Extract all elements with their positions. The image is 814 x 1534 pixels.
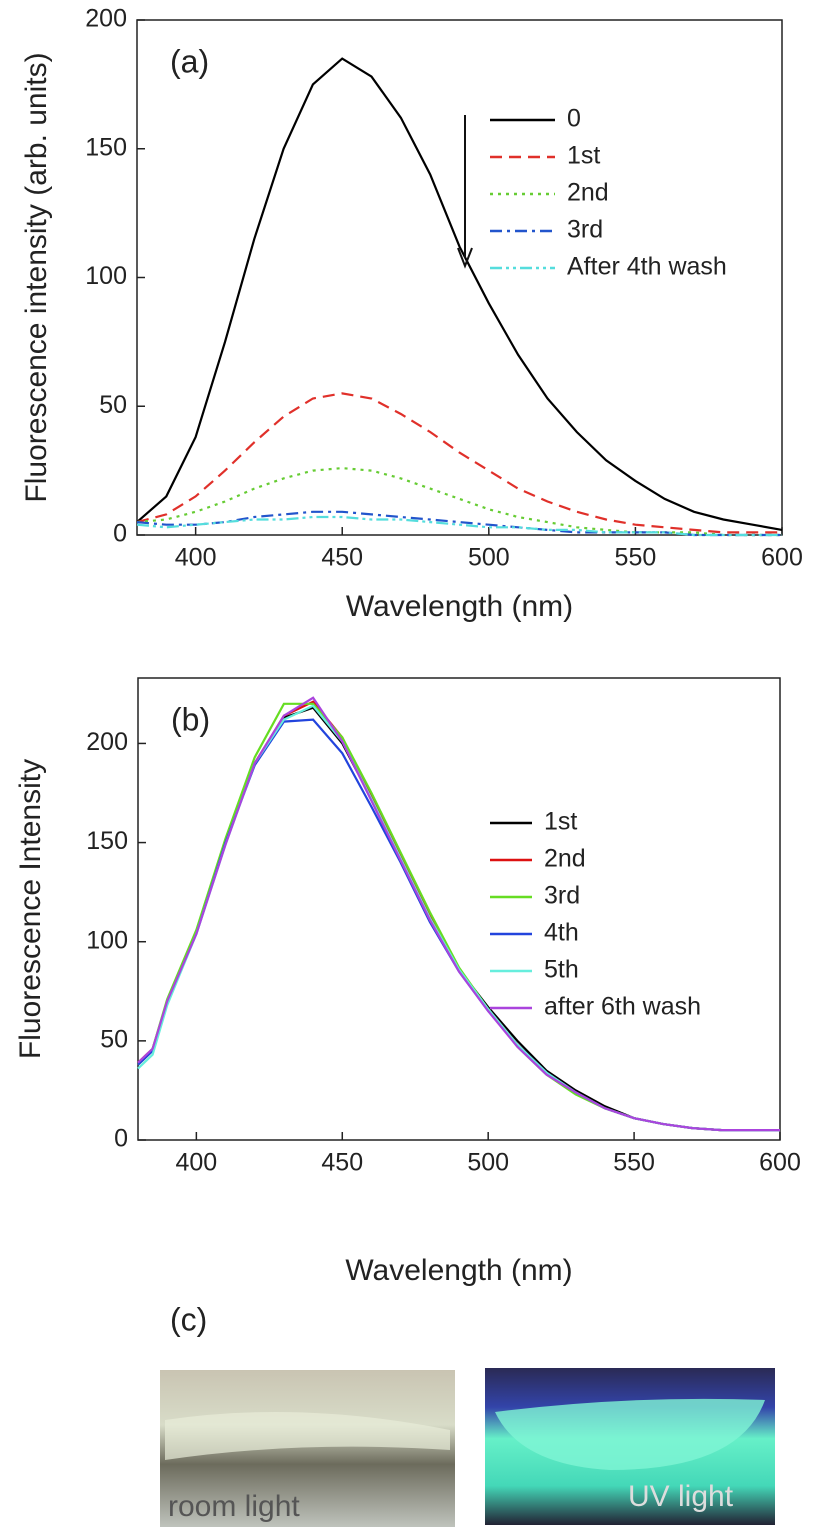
series-line xyxy=(136,510,782,537)
series-line xyxy=(137,702,780,1132)
x-tick-label: 400 xyxy=(175,544,217,572)
x-tick-label: 550 xyxy=(613,1149,655,1177)
y-tick-label: 100 xyxy=(85,262,127,290)
legend-label: 3rd xyxy=(544,882,580,910)
legend-label: 0 xyxy=(567,105,581,133)
series-line xyxy=(137,700,780,1132)
legend-label: After 4th wash xyxy=(567,253,727,281)
y-tick-label: 50 xyxy=(99,391,127,419)
y-tick-label: 0 xyxy=(113,520,127,548)
x-tick-label: 550 xyxy=(615,544,657,572)
x-tick-label: 600 xyxy=(761,544,803,572)
y-tick-label: 150 xyxy=(86,827,128,855)
legend-label: 4th xyxy=(544,919,579,947)
x-axis-label: Wavelength (nm) xyxy=(345,1254,572,1287)
series-line xyxy=(136,392,782,534)
panel-label: (a) xyxy=(170,43,209,79)
x-tick-label: 450 xyxy=(321,1149,363,1177)
x-tick-label: 600 xyxy=(759,1149,801,1177)
x-tick-label: 500 xyxy=(468,544,510,572)
x-axis-label: Wavelength (nm) xyxy=(346,590,573,623)
photo-detail xyxy=(165,1412,450,1460)
series-line xyxy=(136,515,782,537)
annotation-arrowhead xyxy=(457,247,473,269)
x-tick-label: 400 xyxy=(176,1149,218,1177)
legend-label: after 6th wash xyxy=(544,993,701,1021)
y-axis-label: Fluorescence Intensity xyxy=(14,759,47,1059)
series-line xyxy=(137,718,780,1132)
legend-label: 3rd xyxy=(567,216,603,244)
series-line xyxy=(136,466,782,537)
photo-detail xyxy=(495,1398,765,1470)
series-line xyxy=(137,696,780,1132)
y-tick-label: 200 xyxy=(86,728,128,756)
panel-label: (c) xyxy=(170,1301,207,1337)
legend-label: 2nd xyxy=(544,845,586,873)
panel-label: (b) xyxy=(171,701,210,737)
plot-frame xyxy=(137,677,781,1141)
y-tick-label: 50 xyxy=(100,1025,128,1053)
legend-label: 1st xyxy=(567,142,600,170)
x-tick-label: 500 xyxy=(467,1149,509,1177)
series-line xyxy=(136,57,783,531)
series-line xyxy=(137,704,780,1132)
y-tick-label: 150 xyxy=(85,133,127,161)
photo-caption: UV light xyxy=(628,1480,734,1513)
y-tick-label: 0 xyxy=(114,1125,128,1153)
y-tick-label: 200 xyxy=(85,5,127,33)
y-axis-label: Fluorescence intensity (arb. units) xyxy=(20,52,53,502)
legend-label: 1st xyxy=(544,808,577,836)
photo-caption: room light xyxy=(168,1490,300,1523)
legend-label: 2nd xyxy=(567,179,609,207)
x-tick-label: 450 xyxy=(321,544,363,572)
legend-label: 5th xyxy=(544,956,579,984)
series-line xyxy=(137,706,780,1132)
y-tick-label: 100 xyxy=(86,926,128,954)
